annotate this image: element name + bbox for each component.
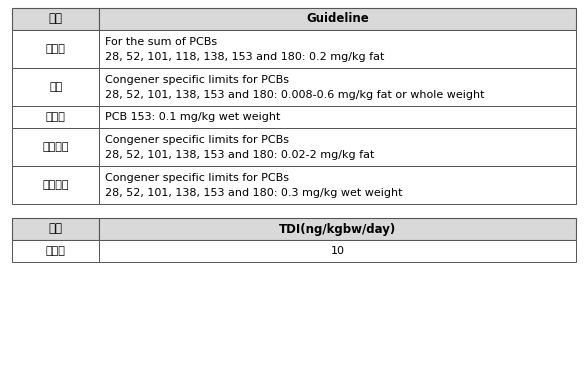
Text: 28, 52, 101, 138, 153 and 180: 0.008-0.6 mg/kg fat or whole weight: 28, 52, 101, 138, 153 and 180: 0.008-0.6…	[105, 89, 485, 100]
Text: 28, 52, 101, 138, 153 and 180: 0.3 mg/kg wet weight: 28, 52, 101, 138, 153 and 180: 0.3 mg/kg…	[105, 188, 403, 198]
Bar	[99, 8, 576, 30]
Text: 28, 52, 101, 118, 138, 153 and 180: 0.2 mg/kg fat: 28, 52, 101, 118, 138, 153 and 180: 0.2 …	[105, 52, 385, 62]
Bar	[12, 68, 99, 106]
Text: 프랑스: 프랑스	[46, 246, 66, 256]
Bar	[12, 166, 99, 204]
Text: 스웨덴: 스웨덴	[46, 112, 66, 122]
Bar	[99, 30, 576, 68]
Text: 10: 10	[330, 246, 345, 256]
Text: TDI(ng/kgbw/day): TDI(ng/kgbw/day)	[279, 223, 396, 235]
Bar	[12, 106, 99, 128]
Text: 국가: 국가	[49, 12, 63, 26]
Text: 독일: 독일	[49, 82, 62, 92]
Bar	[99, 166, 576, 204]
Text: 국가: 국가	[49, 223, 63, 235]
Text: 대한민국: 대한민국	[42, 180, 69, 190]
Bar	[12, 240, 99, 262]
Text: 벨기에: 벨기에	[46, 44, 66, 54]
Bar	[12, 8, 99, 30]
Bar	[99, 68, 576, 106]
Text: 28, 52, 101, 138, 153 and 180: 0.02-2 mg/kg fat: 28, 52, 101, 138, 153 and 180: 0.02-2 mg…	[105, 150, 375, 159]
Text: Congener specific limits for PCBs: Congener specific limits for PCBs	[105, 173, 289, 183]
Bar	[12, 218, 99, 240]
Bar	[99, 240, 576, 262]
Text: Congener specific limits for PCBs: Congener specific limits for PCBs	[105, 135, 289, 145]
Bar	[99, 106, 576, 128]
Bar	[12, 30, 99, 68]
Text: Congener specific limits for PCBs: Congener specific limits for PCBs	[105, 75, 289, 85]
Text: 네덜란드: 네덜란드	[42, 142, 69, 152]
Bar	[12, 128, 99, 166]
Bar	[99, 128, 576, 166]
Bar	[99, 218, 576, 240]
Text: For the sum of PCBs: For the sum of PCBs	[105, 37, 218, 47]
Text: Guideline: Guideline	[306, 12, 369, 26]
Text: PCB 153: 0.1 mg/kg wet weight: PCB 153: 0.1 mg/kg wet weight	[105, 112, 281, 122]
